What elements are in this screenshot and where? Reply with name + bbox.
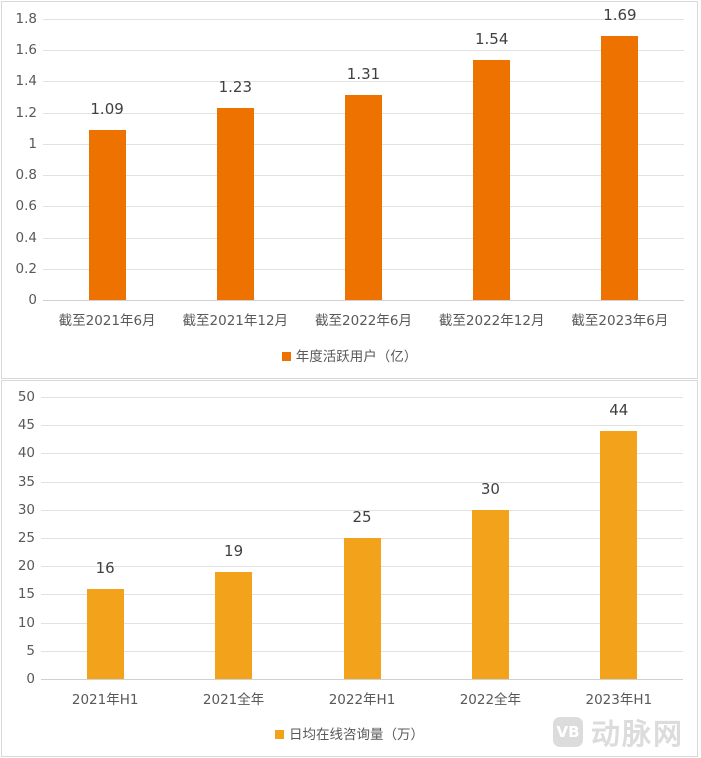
plot-area: 1.09 1.23 1.31 1.54 1.69 (43, 6, 684, 301)
x-tick-label: 截至2021年12月 (182, 313, 289, 329)
watermark-text: 动脉网 (591, 717, 685, 751)
x-tick-label: 2022全年 (459, 692, 522, 708)
y-tick-label: 0 (28, 292, 37, 308)
gridline (43, 81, 684, 83)
gridline (41, 425, 683, 427)
bar (471, 509, 509, 679)
data-label: 16 (95, 558, 115, 577)
x-tick-label: 截至2021年6月 (58, 313, 156, 329)
legend-label: 年度活跃用户（亿） (295, 349, 418, 365)
bar (601, 36, 639, 300)
gridline (43, 19, 684, 20)
y-tick-label: 0.8 (15, 167, 37, 184)
chart-panel-daily-online-consultations: 16 19 25 30 44 日均在线咨询量（万） 0 5 10 15 20 25 30 35 40 45… (1, 380, 698, 757)
y-tick-label: 35 (17, 473, 35, 490)
gridline (41, 509, 683, 511)
y-tick-label: 25 (17, 530, 35, 546)
y-tick-label: 20 (17, 558, 35, 575)
data-label: 19 (224, 541, 244, 560)
y-tick-label: 5 (26, 642, 35, 659)
x-tick-label: 截至2022年6月 (315, 313, 412, 329)
y-tick-label: 0.6 (15, 198, 37, 215)
y-tick-label: 45 (17, 417, 35, 434)
y-tick-label: 40 (17, 445, 35, 462)
x-tick-label: 2021年H1 (71, 692, 139, 708)
data-label: 30 (480, 479, 500, 498)
gridline (41, 453, 683, 455)
y-tick-label: 1.2 (15, 104, 37, 121)
y-tick-label: 10 (17, 614, 35, 631)
y-tick-label: 1.4 (15, 73, 37, 90)
bar (86, 588, 124, 679)
x-tick-label: 2021全年 (202, 692, 265, 708)
y-tick-label: 1 (28, 135, 37, 152)
legend-label: 日均在线咨询量（万） (289, 727, 424, 743)
watermark: VB 动脉网 (553, 711, 684, 753)
y-tick-label: 15 (17, 586, 35, 603)
gridline (41, 679, 683, 680)
data-label: 25 (352, 508, 372, 526)
y-tick-label: 0.4 (15, 229, 37, 246)
gridline (43, 50, 684, 52)
legend-swatch (275, 730, 284, 739)
data-label: 1.09 (90, 99, 124, 118)
gridline (43, 300, 684, 301)
y-tick-label: 1.6 (15, 42, 37, 59)
data-label: 1.69 (603, 6, 637, 25)
gridline (41, 397, 683, 398)
gridline (41, 481, 683, 483)
chart-panel-annual-active-users: 1.09 1.23 1.31 1.54 1.69 年度活跃用户（亿） 0 0.2 0.4 0.… (1, 1, 698, 379)
x-tick-label: 截至2023年6月 (571, 313, 669, 329)
bar (216, 107, 254, 300)
vb-logo-icon: VB (553, 717, 583, 747)
legend-swatch (281, 352, 291, 361)
bar (88, 129, 126, 300)
plot-area: 16 19 25 30 44 (41, 397, 683, 680)
y-tick-label: 0.2 (15, 260, 37, 277)
y-tick-label: 0 (26, 671, 35, 687)
data-label: 1.23 (218, 77, 252, 96)
data-label: 1.31 (346, 65, 381, 84)
data-label: 1.54 (474, 29, 509, 48)
legend: 年度活跃用户（亿） (2, 345, 697, 365)
bar (473, 59, 511, 300)
y-tick-label: 50 (17, 389, 35, 405)
x-tick-label: 2022年H1 (328, 692, 396, 708)
bar (600, 430, 638, 679)
x-tick-label: 2023年H1 (585, 692, 653, 708)
x-tick-label: 截至2022年12月 (438, 313, 545, 329)
bar (345, 95, 382, 300)
bar (215, 571, 253, 679)
data-label: 44 (609, 400, 629, 419)
y-tick-label: 1.8 (15, 11, 37, 27)
y-tick-label: 30 (17, 501, 35, 518)
bar (343, 538, 381, 679)
legend: 日均在线咨询量（万） (2, 723, 697, 743)
